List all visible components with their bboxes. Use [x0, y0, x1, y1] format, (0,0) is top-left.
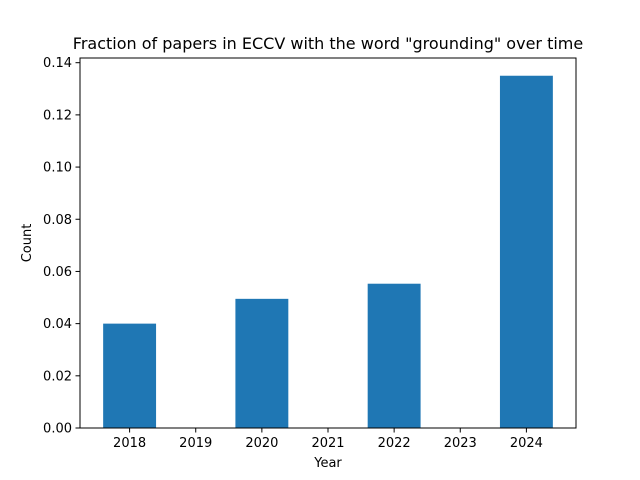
- bar-2024: [499, 75, 553, 429]
- y-axis-label: Count: [20, 224, 35, 263]
- x-tick-label: 2021: [311, 436, 344, 451]
- chart-title: Fraction of papers in ECCV with the word…: [73, 34, 583, 53]
- bar-2020: [235, 298, 289, 428]
- x-tick-label: 2023: [444, 436, 477, 451]
- y-tick-label: 0.12: [43, 108, 72, 123]
- y-tick-label: 0.08: [43, 213, 72, 228]
- x-tick-label: 2024: [510, 436, 543, 451]
- y-axis-ticks: 0.00 0.02 0.04 0.06 0.08 0.10 0.12 0.14: [43, 56, 80, 437]
- x-axis-ticks: 2018 2019 2020 2021 2022 2023 2024: [113, 428, 543, 451]
- y-tick-label: 0.10: [43, 161, 72, 176]
- y-tick-label: 0.14: [43, 56, 72, 71]
- y-tick-label: 0.00: [43, 422, 72, 437]
- x-tick-label: 2022: [378, 436, 411, 451]
- x-tick-label: 2020: [245, 436, 278, 451]
- y-tick-label: 0.02: [43, 369, 72, 384]
- y-tick-label: 0.06: [43, 265, 72, 280]
- bars-group: [103, 75, 553, 429]
- bar-2018: [103, 323, 157, 428]
- x-tick-label: 2018: [113, 436, 146, 451]
- y-tick-label: 0.04: [43, 317, 72, 332]
- x-tick-label: 2019: [179, 436, 212, 451]
- plot-frame: [79, 57, 577, 429]
- x-axis-label: Year: [313, 456, 342, 471]
- bar-2022: [367, 283, 421, 428]
